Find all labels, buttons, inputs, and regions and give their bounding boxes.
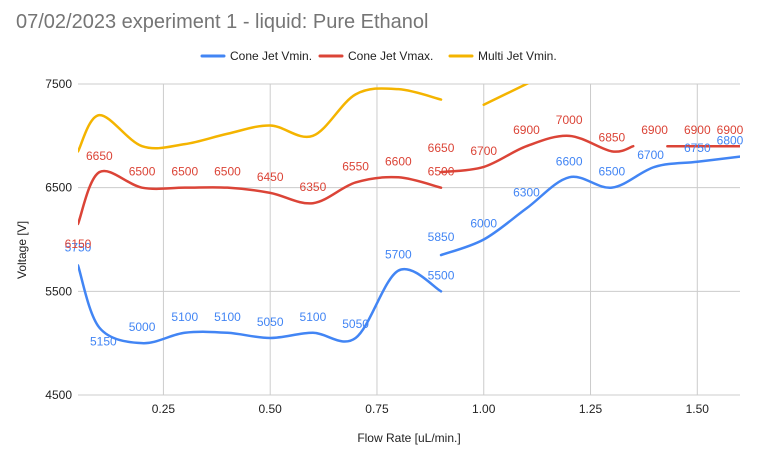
series-line — [78, 169, 443, 226]
data-label: 6150 — [65, 237, 92, 251]
data-label: 5850 — [428, 230, 455, 244]
x-tick-label: 0.25 — [152, 402, 176, 416]
series-layer — [78, 84, 740, 345]
data-label: 6350 — [300, 180, 327, 194]
series-line — [439, 134, 635, 174]
x-tick-label: 0.75 — [365, 402, 389, 416]
legend-item: Multi Jet Vmin. — [448, 49, 557, 63]
legend-label: Cone Jet Vmin. — [230, 49, 312, 63]
series-line — [439, 155, 740, 257]
series-line — [78, 87, 443, 153]
series-cone-jet-vmax — [78, 134, 740, 226]
legend-label: Cone Jet Vmax. — [348, 49, 433, 63]
data-label: 6300 — [513, 185, 540, 199]
data-label: 6500 — [599, 165, 626, 179]
series-multi-jet-vmin — [78, 84, 530, 153]
data-label: 5700 — [385, 248, 412, 262]
data-label: 6500 — [214, 165, 241, 179]
data-label: 6800 — [717, 134, 744, 148]
data-label: 6550 — [342, 159, 369, 173]
data-label: 7000 — [556, 113, 583, 127]
data-label-layer: 5750 5150 5000 5100 5100 5050 5100 5050 5700 5850… — [65, 113, 744, 349]
series-line — [78, 264, 443, 345]
legend-item: Cone Jet Vmax. — [318, 49, 433, 63]
data-label: 6500 — [428, 165, 455, 179]
data-label: 6450 — [257, 170, 284, 184]
data-label: 6900 — [684, 123, 711, 137]
legend-label: Multi Jet Vmin. — [478, 49, 557, 63]
data-label: 6900 — [717, 123, 744, 137]
data-label: 6750 — [684, 141, 711, 155]
data-label: 6600 — [385, 154, 412, 168]
data-label: 5000 — [129, 320, 156, 334]
data-label: 6600 — [556, 154, 583, 168]
data-label: 6900 — [513, 123, 540, 137]
chart-legend: Cone Jet Vmin. Cone Jet Vmax. Multi Jet Vm… — [200, 49, 557, 63]
series-cone-jet-vmin — [78, 155, 740, 345]
tick-layer: 4500 5500 6500 7500 0.25 0.50 0.75 1.00 1.25 1.50 — [45, 77, 709, 416]
data-label: 6700 — [637, 148, 664, 162]
data-label: 5150 — [90, 335, 117, 349]
chart-title: 07/02/2023 experiment 1 - liquid: Pure E… — [16, 11, 429, 33]
y-tick-label: 5500 — [45, 284, 72, 298]
data-label: 5100 — [300, 310, 327, 324]
data-label: 5050 — [257, 315, 284, 329]
data-label: 6650 — [428, 141, 455, 155]
data-label: 6850 — [599, 130, 626, 144]
series-line — [482, 84, 530, 106]
data-label: 6500 — [129, 165, 156, 179]
x-tick-label: 0.50 — [259, 402, 283, 416]
y-tick-label: 6500 — [45, 181, 72, 195]
x-tick-label: 1.25 — [579, 402, 603, 416]
y-tick-label: 7500 — [45, 77, 72, 91]
legend-item: Cone Jet Vmin. — [200, 49, 312, 63]
x-tick-label: 1.50 — [686, 402, 710, 416]
data-label: 5100 — [171, 310, 198, 324]
data-label: 6000 — [470, 217, 497, 231]
data-label: 6650 — [86, 149, 113, 163]
data-label: 6700 — [470, 144, 497, 158]
data-label: 5500 — [428, 268, 455, 282]
data-label: 6500 — [171, 165, 198, 179]
data-label: 5050 — [342, 317, 369, 331]
data-label: 6900 — [641, 123, 668, 137]
y-tick-label: 4500 — [45, 388, 72, 402]
y-axis-title: Voltage [V] — [15, 221, 29, 279]
data-label: 5100 — [214, 310, 241, 324]
x-axis-title: Flow Rate [uL/min.] — [357, 431, 460, 445]
x-tick-label: 1.00 — [472, 402, 496, 416]
data-label: 5750 — [65, 240, 92, 254]
